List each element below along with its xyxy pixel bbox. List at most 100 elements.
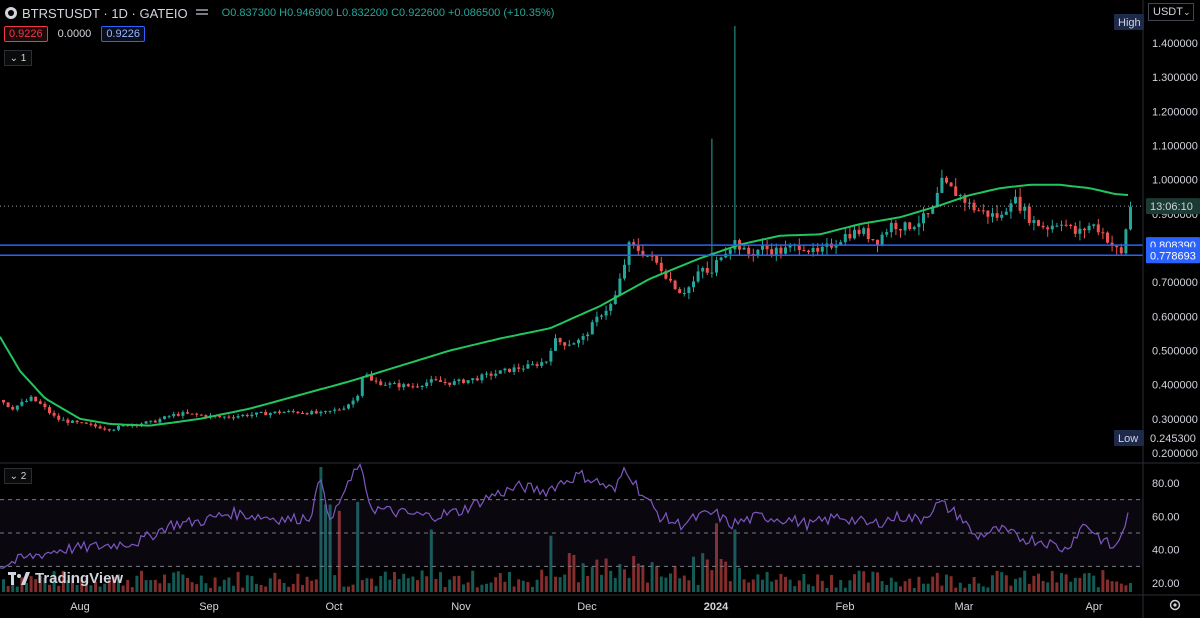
volume-bar bbox=[945, 574, 948, 592]
volume-bar bbox=[98, 586, 102, 592]
flag-icon[interactable] bbox=[195, 8, 208, 18]
candle-body bbox=[986, 210, 990, 217]
volume-bar bbox=[1069, 581, 1073, 592]
sell-button[interactable]: 0.9226 bbox=[4, 26, 48, 42]
volume-bar bbox=[816, 574, 820, 592]
level-2-tag: 0.778693 bbox=[1146, 247, 1200, 264]
pane2-collapse-button[interactable]: ⌄ 2 bbox=[4, 468, 32, 484]
gear-icon[interactable] bbox=[1168, 598, 1182, 612]
volume-bar bbox=[972, 577, 976, 592]
volume-bar bbox=[38, 575, 42, 592]
time-tick-label: Sep bbox=[199, 601, 219, 613]
volume-bar bbox=[517, 579, 521, 592]
svg-text:Low: Low bbox=[1118, 433, 1138, 445]
volume-bar bbox=[273, 572, 277, 592]
volume-bar bbox=[839, 580, 843, 592]
volume-bar bbox=[820, 580, 824, 592]
volume-bar bbox=[1119, 583, 1123, 592]
volume-bar bbox=[370, 578, 373, 592]
volume-bar bbox=[554, 576, 557, 592]
candle-body bbox=[922, 213, 925, 224]
candle-body bbox=[1032, 220, 1036, 223]
volume-bar bbox=[282, 582, 286, 592]
candle-body bbox=[1041, 225, 1045, 228]
candle-body bbox=[1073, 225, 1077, 234]
volume-bar bbox=[52, 571, 56, 592]
candle-body bbox=[236, 416, 240, 418]
candle-body bbox=[797, 244, 801, 251]
pane1-collapse-button[interactable]: ⌄ 1 bbox=[4, 50, 32, 66]
volume-bar bbox=[351, 584, 355, 592]
volume-bar bbox=[250, 576, 254, 592]
candle-body bbox=[1092, 224, 1096, 226]
candle-body bbox=[1060, 224, 1063, 226]
candle-body bbox=[646, 255, 649, 257]
candle-body bbox=[1124, 229, 1128, 254]
price-tick-label: 0.400000 bbox=[1152, 380, 1198, 392]
volume-bar bbox=[176, 571, 180, 592]
volume-bar bbox=[613, 577, 617, 592]
volume-bar bbox=[784, 576, 787, 592]
volume-bar bbox=[885, 584, 889, 592]
volume-bar bbox=[866, 582, 870, 592]
volume-bar bbox=[701, 553, 705, 592]
volume-bar bbox=[995, 570, 999, 592]
candle-body bbox=[370, 374, 373, 381]
candle-body bbox=[761, 245, 764, 250]
volume-bar bbox=[411, 576, 415, 592]
volume-bar bbox=[774, 579, 778, 592]
volume-bar bbox=[296, 573, 300, 592]
volume-bar bbox=[742, 579, 746, 592]
volume-bar bbox=[264, 586, 268, 592]
tradingview-logo[interactable]: TradingView bbox=[8, 570, 123, 587]
candle-body bbox=[521, 368, 525, 370]
volume-bar bbox=[186, 578, 189, 592]
volume-bar bbox=[1115, 581, 1119, 592]
ohlc-values: O0.837300 H0.946900 L0.832200 C0.922600 … bbox=[222, 7, 555, 19]
candle-body bbox=[880, 234, 884, 245]
currency-select[interactable]: USDT ⌄ bbox=[1148, 3, 1194, 21]
candle-body bbox=[1046, 227, 1050, 230]
candle-body bbox=[857, 229, 861, 234]
volume-bar bbox=[112, 577, 116, 592]
candle-body bbox=[899, 229, 902, 231]
volume-bar bbox=[388, 579, 392, 592]
candle-body bbox=[176, 414, 180, 416]
candle-body bbox=[112, 429, 116, 431]
candle-body bbox=[383, 384, 387, 386]
candle-body bbox=[659, 262, 663, 272]
candle-body bbox=[926, 213, 930, 215]
buy-button[interactable]: 0.9226 bbox=[101, 26, 145, 42]
candle-body bbox=[379, 381, 383, 386]
candles bbox=[2, 25, 1132, 432]
candle-body bbox=[627, 242, 631, 265]
volume-bar bbox=[843, 587, 847, 592]
volume-bar bbox=[682, 575, 686, 592]
candle-body bbox=[167, 416, 171, 418]
high-tag: High bbox=[1114, 14, 1144, 30]
rsi-axis: 80.00 60.00 40.00 20.00 bbox=[1152, 478, 1180, 590]
symbol-title[interactable]: BTRSTUSDT · 1D · GATEIO bbox=[22, 5, 188, 21]
candle-body bbox=[333, 409, 337, 411]
candle-body bbox=[199, 414, 203, 416]
volume-bar bbox=[34, 579, 38, 592]
volume-bar bbox=[632, 555, 636, 592]
candle-body bbox=[34, 396, 38, 402]
candle-body bbox=[406, 384, 410, 387]
volume-bar bbox=[871, 571, 875, 592]
volume-bar bbox=[291, 583, 295, 592]
candle-body bbox=[820, 246, 824, 252]
low-value: L0.832200 bbox=[336, 7, 389, 19]
price-tick-label: 0.200000 bbox=[1152, 448, 1198, 460]
candle-body bbox=[1101, 232, 1105, 234]
volume-bar bbox=[770, 581, 774, 592]
volume-bar bbox=[659, 576, 663, 592]
time-tick-label: Nov bbox=[451, 601, 471, 613]
candle-body bbox=[232, 417, 235, 419]
candle-body bbox=[623, 264, 626, 279]
volume-bar bbox=[1023, 570, 1027, 592]
candle-body bbox=[636, 244, 640, 251]
volume-bar bbox=[172, 572, 176, 592]
